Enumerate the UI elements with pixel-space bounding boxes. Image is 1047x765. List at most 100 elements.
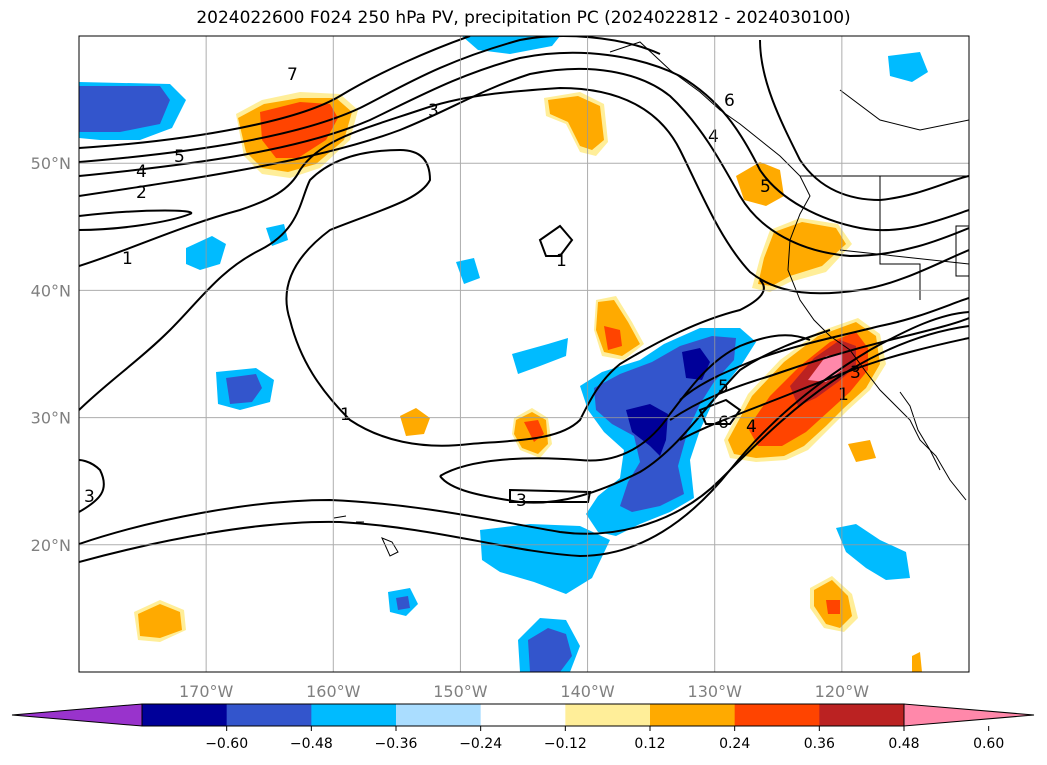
contour-label: 1 (122, 249, 133, 269)
colorbar-tick-label: 0.36 (804, 736, 835, 752)
colorbar-tick-label: 0.60 (973, 736, 1004, 752)
pv-contour (679, 337, 969, 441)
pv-contour (439, 334, 811, 477)
lake-outline (955, 225, 969, 277)
pv-contour (79, 36, 661, 163)
hawaii-island (381, 537, 399, 557)
lat-axis-labels: 20°N 30°N 40°N 50°N (31, 154, 71, 555)
lon-tick-label: 160°W (306, 682, 361, 701)
contour-label: 3 (428, 101, 439, 121)
pv-contour (79, 67, 969, 258)
shade-negative (626, 404, 668, 456)
pv-contour (79, 311, 969, 563)
colorbar-segment (480, 704, 566, 726)
contour-label: 4 (746, 417, 757, 437)
lon-tick-label: 130°W (688, 682, 743, 701)
border-alaska (839, 89, 969, 131)
pv-contour (79, 209, 193, 231)
colorbar-tick-label: −0.24 (459, 736, 502, 752)
shade-positive (758, 222, 846, 286)
shade-positive (736, 162, 784, 206)
colorbar-segment (311, 704, 397, 726)
shade-positive (604, 326, 622, 350)
map-title: 2024022600 F024 250 hPa PV, precipitatio… (196, 8, 851, 28)
colorbar-tick-label: 0.48 (888, 736, 919, 752)
colorbar-tick-label: 0.12 (634, 736, 665, 752)
colorbar-outline (141, 703, 905, 727)
lat-tick-label: 40°N (31, 281, 71, 300)
state-borders (839, 249, 969, 265)
pv-contour (79, 86, 969, 295)
contour-label: 6 (718, 413, 729, 433)
contour-label: 1 (838, 385, 849, 405)
lat-tick-label: 20°N (31, 536, 71, 555)
contour-label: 5 (718, 377, 729, 397)
contour-label: 3 (516, 491, 527, 511)
shade-positive (548, 96, 604, 150)
contour-label: 5 (174, 147, 185, 167)
shade-positive (826, 600, 840, 614)
colorbar-segment (396, 704, 482, 726)
shade-positive (400, 408, 430, 436)
shade-negative (888, 52, 928, 82)
graticule (79, 36, 969, 672)
shade-negative (266, 224, 288, 246)
colorbar-tick-label: −0.60 (205, 736, 248, 752)
colorbar-segment (734, 704, 820, 726)
pv-contour-closed (538, 224, 574, 257)
shade-positive (912, 652, 922, 672)
pv-contour-closed (698, 398, 742, 425)
shade-positive (848, 440, 876, 462)
colorbar-extend-high (903, 703, 1035, 727)
pv-contours (79, 36, 969, 563)
shade-negative (512, 338, 568, 374)
shade-negative (396, 596, 410, 610)
shade-negative (528, 628, 572, 672)
shade-positive (138, 604, 182, 638)
shade-positive (524, 420, 544, 442)
pv-contour (759, 39, 969, 202)
lat-tick-label: 50°N (31, 154, 71, 173)
lon-tick-label: 170°W (179, 682, 234, 701)
pv-contour (79, 148, 765, 447)
contour-label: 3 (84, 487, 95, 507)
baja-coast (899, 391, 941, 471)
shade-positive (808, 354, 842, 382)
pv-contour (679, 297, 969, 401)
colorbar-segment (819, 704, 905, 726)
pv-contour (79, 459, 105, 513)
contour-label: 1 (340, 405, 351, 425)
contour-label: 2 (136, 183, 147, 203)
shade-negative (79, 86, 170, 132)
colorbar-tick-label: −0.12 (544, 736, 587, 752)
lon-tick-label: 150°W (433, 682, 488, 701)
state-borders (879, 176, 921, 300)
contour-label: 5 (760, 177, 771, 197)
shade-negative (226, 374, 262, 404)
shade-negative (682, 348, 710, 380)
pv-contour (669, 317, 969, 421)
colorbar-segment (650, 704, 736, 726)
colorbar-segment (565, 704, 651, 726)
colorbar: −0.60 −0.48 −0.36 −0.24 −0.12 0.12 0.24 0.36 0.4… (11, 703, 1035, 752)
colorbar-tick-label: −0.48 (290, 736, 333, 752)
colorbar-extend-low (11, 703, 143, 727)
contour-label: 4 (708, 127, 719, 147)
pv-contour (79, 36, 471, 149)
hawaii-islands (333, 515, 364, 523)
contour-label: 3 (850, 363, 861, 383)
lon-tick-label: 120°W (815, 682, 870, 701)
contour-label: 1 (556, 251, 567, 271)
lon-axis-labels: 170°W 160°W 150°W 140°W 130°W 120°W (179, 682, 869, 701)
lon-tick-label: 140°W (560, 682, 615, 701)
shade-negative (836, 524, 910, 580)
shade-negative (480, 524, 610, 594)
colorbar-tick-label: −0.36 (375, 736, 418, 752)
shade-negative (456, 258, 480, 284)
map-frame (78, 35, 970, 673)
contour-label: 6 (724, 91, 735, 111)
colorbar-segment (142, 704, 228, 726)
contour-label: 7 (287, 65, 298, 85)
pv-contour (79, 51, 969, 232)
